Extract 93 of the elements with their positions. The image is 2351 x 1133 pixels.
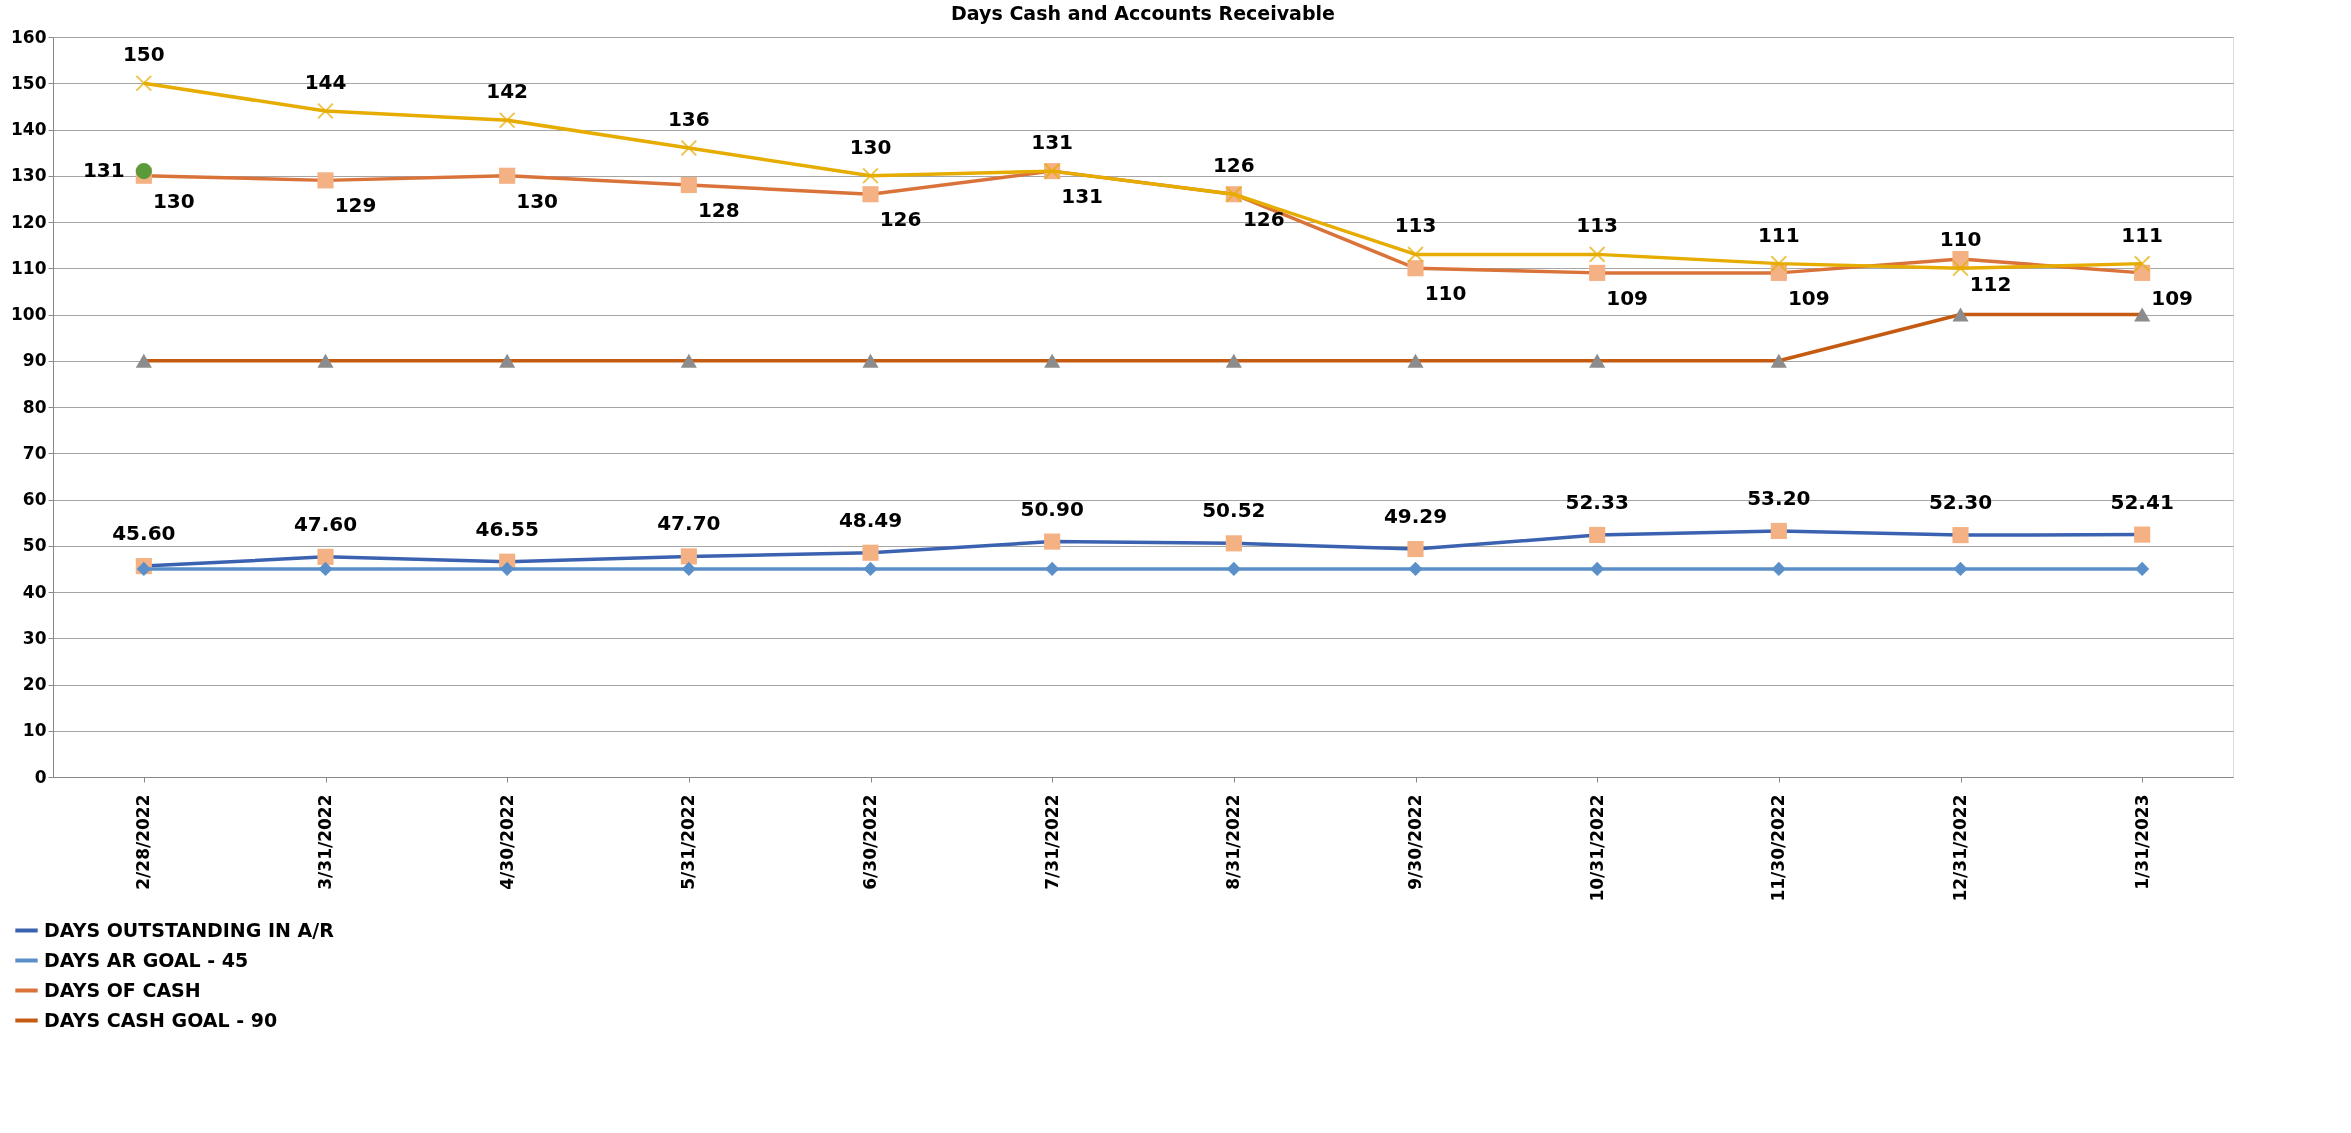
data-label: 53.20: [1747, 485, 1811, 510]
y-tick-label: 70: [22, 442, 47, 463]
data-label: 48.49: [838, 507, 903, 532]
x-tick-label: 11/30/2022: [1768, 794, 1789, 902]
x-tick-label: 7/31/2022: [1041, 794, 1062, 890]
data-label: 131: [1061, 184, 1104, 209]
data-label: 126: [1212, 153, 1255, 178]
data-label: 111: [1757, 222, 1800, 247]
data-label: 49.29: [1383, 504, 1448, 529]
point: [318, 561, 333, 576]
y-tick-label: 160: [11, 26, 47, 47]
data-label: 129: [334, 193, 377, 218]
data-label: 109: [1606, 285, 1649, 310]
data-label: 130: [849, 134, 892, 159]
data-label: 131: [82, 158, 125, 183]
point: [135, 163, 152, 180]
point: [498, 111, 516, 129]
point: [1588, 245, 1606, 263]
data-label: 136: [667, 107, 710, 131]
point: [2133, 255, 2151, 273]
y-tick-label: 50: [22, 535, 47, 556]
y-tick-label: 0: [34, 766, 47, 787]
point: [1590, 561, 1605, 576]
x-tick-label: 6/30/2022: [860, 794, 880, 890]
y-tick-label: 130: [11, 165, 47, 186]
point: [500, 561, 515, 576]
y-tick-label: 10: [22, 720, 47, 741]
y-tick-label: 100: [11, 304, 47, 324]
legend-label: DAYS OF CASH: [44, 978, 201, 1001]
point: [1953, 561, 1968, 576]
x-tick-label: 10/31/2022: [1586, 794, 1607, 902]
data-label: 45.60: [112, 521, 176, 546]
data-label: 52.41: [2110, 489, 2174, 514]
data-label: 131: [1031, 130, 1074, 155]
point: [135, 74, 153, 92]
data-label: 52.33: [1565, 489, 1629, 514]
point: [1045, 561, 1060, 576]
data-label: 113: [1576, 213, 1619, 238]
y-tick-label: 30: [22, 627, 47, 648]
data-label: 142: [486, 79, 529, 104]
legend-label: DAYS AR GOAL - 45: [44, 948, 249, 971]
legend-label: DAYS OUTSTANDING IN A/R: [44, 918, 335, 941]
x-tick-label: 4/30/2022: [496, 794, 517, 890]
y-tick-label: 60: [22, 489, 47, 509]
data-label: 110: [1424, 281, 1467, 306]
point: [862, 167, 879, 185]
chart-title: Days Cash and Accounts Receivable: [951, 2, 1335, 24]
x-tick-label: 9/30/2022: [1405, 794, 1425, 890]
point: [681, 561, 696, 576]
point: [863, 561, 878, 576]
point: [1408, 561, 1423, 576]
data-label: 111: [2121, 222, 2164, 247]
data-label: 46.55: [475, 516, 539, 541]
data-label: 112: [1969, 272, 2012, 296]
x-tick-label: 3/31/2022: [315, 794, 335, 890]
point: [1407, 245, 1424, 263]
data-label: 113: [1394, 213, 1437, 238]
data-label: 110: [1939, 227, 1982, 252]
data-label: 130: [152, 188, 195, 213]
data-label: 47.70: [657, 511, 721, 536]
data-label: 126: [879, 207, 922, 232]
y-tick-label: 110: [11, 257, 47, 278]
data-label: 130: [516, 188, 559, 213]
point: [2135, 561, 2150, 576]
legend-label: DAYS CASH GOAL - 90: [44, 1008, 278, 1031]
data-label: 52.30: [1928, 490, 1993, 515]
data-label: 109: [2151, 285, 2194, 310]
x-tick-label: 12/31/2022: [1950, 794, 1970, 902]
point: [1952, 259, 1969, 277]
y-tick-label: 150: [11, 72, 47, 93]
x-tick-label: 5/31/2022: [678, 794, 699, 890]
data-label: 47.60: [293, 511, 358, 536]
point: [680, 139, 698, 157]
x-tick-label: 1/31/2023: [2131, 794, 2152, 890]
point: [317, 102, 334, 120]
point: [1771, 561, 1786, 576]
x-tick-label: 8/31/2022: [1223, 794, 1244, 890]
data-label: 126: [1242, 207, 1285, 232]
y-tick-label: 120: [11, 211, 47, 232]
data-label: 50.52: [1202, 498, 1266, 523]
y-tick-label: 40: [22, 581, 47, 602]
data-label: 50.90: [1020, 496, 1084, 521]
x-tick-label: 2/28/2022: [133, 794, 154, 890]
data-label: 144: [304, 70, 347, 94]
y-tick-label: 20: [22, 674, 47, 694]
y-tick-label: 140: [11, 119, 47, 139]
y-tick-label: 90: [22, 350, 47, 371]
point: [1226, 561, 1241, 576]
data-label: 109: [1787, 285, 1830, 310]
data-label: 128: [697, 198, 740, 222]
data-label: 150: [122, 42, 165, 67]
point: [1770, 255, 1788, 273]
y-tick-label: 80: [22, 396, 47, 417]
